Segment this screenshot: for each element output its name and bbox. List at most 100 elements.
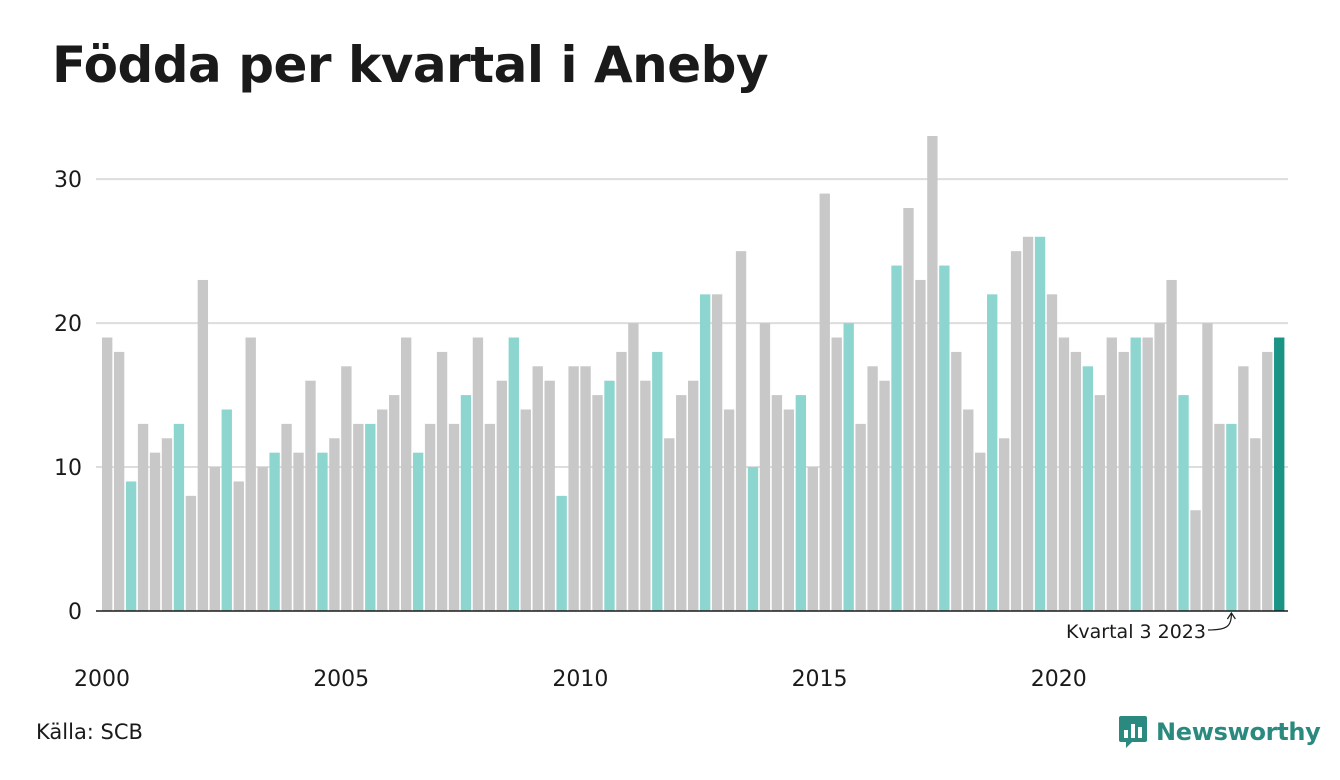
bar: [975, 452, 986, 611]
bar: [257, 467, 268, 611]
bar: [759, 323, 771, 611]
bar: [676, 395, 687, 611]
bar: [245, 337, 256, 611]
bar: [365, 423, 376, 611]
bar: [1010, 251, 1022, 611]
bar-layer: [102, 136, 1285, 612]
bar-chart: 0 10 20 30 2000 2005 2010 2015 2020 Kvartal 3 20…: [54, 136, 1288, 692]
bar: [843, 323, 854, 611]
bar: [1022, 236, 1034, 611]
bar: [1058, 337, 1070, 611]
x-tick-label: 2015: [792, 667, 848, 692]
bar: [987, 294, 998, 611]
bar: [173, 423, 185, 611]
bar: [819, 193, 830, 612]
bar: [317, 452, 328, 611]
bar: [1154, 323, 1165, 611]
bar: [711, 294, 723, 611]
bar: [1214, 423, 1225, 611]
bar: [747, 467, 759, 611]
bar: [329, 438, 340, 611]
y-tick-label: 20: [54, 312, 82, 337]
annotation-layer: Kvartal 3 2023: [1066, 611, 1236, 643]
bar: [197, 279, 209, 611]
bar: [568, 366, 579, 611]
bar: [544, 380, 555, 611]
bar: [1262, 351, 1273, 611]
bar: [436, 351, 448, 611]
bar: [161, 438, 173, 611]
bar: [137, 423, 149, 611]
bar: [795, 395, 807, 611]
y-tick-label: 10: [54, 456, 82, 481]
bar: [879, 380, 890, 611]
bar: [771, 395, 783, 611]
bar: [377, 409, 388, 611]
bar: [867, 366, 878, 611]
bar: [831, 337, 842, 611]
bar: [783, 409, 795, 611]
bar: [640, 380, 651, 611]
x-tick-label: 2020: [1031, 667, 1087, 692]
bar: [1046, 294, 1058, 611]
bar: [484, 423, 496, 611]
bar: [723, 409, 735, 611]
bar: [580, 366, 591, 611]
bar: [903, 207, 914, 611]
bar: [1130, 337, 1141, 611]
source-note: Källa: SCB: [36, 720, 143, 744]
bar: [102, 337, 113, 611]
bar: [508, 337, 519, 611]
bar: [556, 495, 567, 611]
annotation-arrowhead: [1226, 611, 1236, 620]
bar: [664, 438, 675, 611]
bar: [1226, 423, 1237, 611]
bar: [532, 366, 543, 611]
y-tick-label: 0: [68, 600, 82, 625]
bar: [1142, 337, 1153, 611]
bar: [448, 423, 460, 611]
bar: [341, 366, 352, 611]
bar: [1070, 351, 1082, 611]
bar: [520, 409, 531, 611]
annotation-arrow: [1207, 613, 1232, 631]
bar: [389, 395, 400, 611]
bar: [652, 351, 663, 611]
bar: [1082, 366, 1094, 611]
bar: [233, 481, 244, 611]
brand-name: Newsworthy: [1156, 718, 1321, 746]
bar: [951, 351, 962, 611]
bar: [1190, 510, 1201, 611]
bar: [1118, 351, 1129, 611]
bar: [293, 452, 304, 611]
bar: [1202, 323, 1213, 611]
bar: [891, 265, 902, 611]
bar: [807, 467, 818, 611]
bar: [281, 423, 292, 611]
chart-title: Födda per kvartal i Aneby: [52, 36, 769, 94]
bar: [1106, 337, 1117, 611]
brand-logo: Newsworthy: [1118, 714, 1321, 750]
bar: [412, 452, 424, 611]
bar: [496, 380, 508, 611]
bar: [209, 467, 220, 611]
bar: [688, 380, 699, 611]
bar: [927, 136, 938, 611]
annotation-label: Kvartal 3 2023: [1066, 621, 1206, 643]
bar: [604, 380, 615, 611]
newsworthy-chat-bars-icon: [1119, 716, 1147, 748]
bar: [269, 452, 280, 611]
bar: [1250, 438, 1261, 611]
bar: [998, 438, 1010, 611]
bar: [472, 337, 484, 611]
bar: [424, 423, 436, 611]
bar: [305, 380, 316, 611]
bar: [1238, 366, 1249, 611]
x-tick-label: 2000: [74, 667, 130, 692]
bar: [616, 351, 627, 611]
x-tick-label: 2010: [552, 667, 608, 692]
bar: [221, 409, 232, 611]
bar: [915, 279, 926, 611]
bar: [963, 409, 974, 611]
axis-layer: 0 10 20 30 2000 2005 2010 2015 2020: [54, 168, 1288, 692]
